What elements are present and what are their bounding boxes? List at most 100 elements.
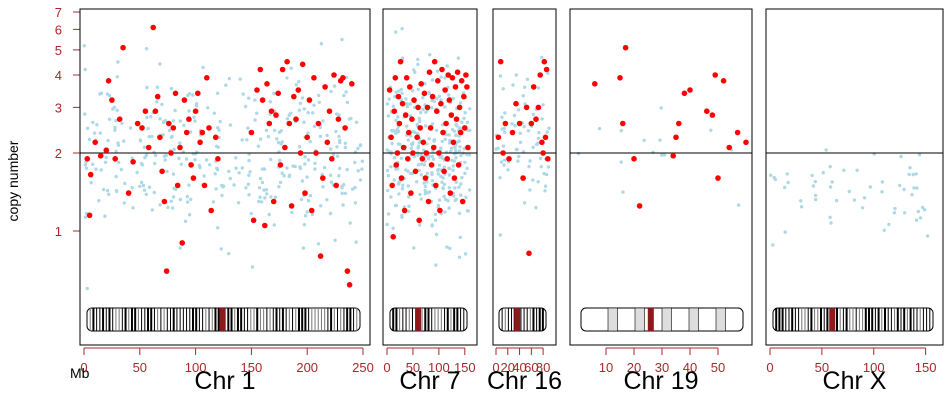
data-point-light — [516, 108, 521, 112]
data-point-light — [249, 211, 253, 216]
data-point-light — [771, 243, 775, 247]
data-point-light — [265, 192, 269, 196]
data-point-light — [257, 199, 261, 204]
data-point-light — [443, 210, 447, 214]
data-point-light — [466, 209, 470, 213]
data-point-light — [191, 93, 195, 97]
chromosome-ideogram — [498, 307, 547, 332]
data-point-light — [540, 55, 544, 60]
data-point-light — [401, 183, 405, 187]
data-point-highlight — [436, 150, 442, 156]
data-point-light — [545, 130, 549, 134]
data-point-light — [821, 170, 825, 175]
data-point-light — [289, 66, 293, 70]
data-point-highlight — [170, 125, 177, 131]
data-point-highlight — [709, 112, 716, 118]
data-point-light — [208, 163, 212, 167]
data-point-light — [103, 214, 107, 218]
data-point-light — [150, 134, 154, 139]
data-point-light — [461, 91, 466, 95]
data-point-light — [275, 137, 279, 141]
data-point-light — [318, 134, 323, 139]
data-point-light — [393, 156, 397, 160]
data-point-light — [282, 174, 286, 178]
data-point-light — [880, 180, 885, 184]
data-point-highlight — [520, 175, 526, 181]
data-point-light — [188, 130, 193, 134]
data-point-light — [539, 165, 543, 169]
data-point-light — [212, 111, 216, 115]
data-point-light — [506, 168, 510, 172]
data-point-light — [428, 53, 432, 57]
x-tick-label: 250 — [352, 360, 374, 375]
data-point-light — [82, 44, 86, 48]
data-point-light — [337, 113, 341, 117]
data-point-light — [736, 203, 741, 207]
data-point-light — [321, 185, 325, 189]
data-point-light — [442, 182, 447, 187]
data-point-highlight — [431, 58, 438, 65]
data-point-light — [247, 96, 251, 100]
data-point-highlight — [396, 120, 403, 127]
data-point-light — [440, 139, 444, 144]
data-point-light — [153, 161, 157, 166]
data-point-light — [425, 180, 429, 184]
data-point-highlight — [277, 162, 284, 168]
data-point-light — [215, 91, 220, 96]
data-point-highlight — [208, 207, 214, 214]
data-point-highlight — [410, 150, 416, 156]
data-point-light — [430, 98, 434, 103]
data-point-highlight — [673, 134, 679, 141]
x-tick-label: 50 — [711, 360, 725, 375]
data-point-light — [386, 174, 391, 178]
data-point-light — [422, 181, 426, 185]
data-point-highlight — [462, 125, 468, 131]
data-point-light — [302, 120, 306, 124]
data-point-light — [405, 124, 409, 128]
data-point-highlight — [92, 139, 98, 146]
data-point-light — [356, 169, 360, 173]
x-tick-label: 0 — [383, 360, 390, 375]
data-point-light — [353, 201, 358, 205]
data-point-light — [397, 180, 401, 184]
data-point-highlight — [389, 182, 396, 189]
data-point-light — [907, 172, 911, 177]
labels: copy number Mb — [5, 140, 90, 381]
data-point-light — [415, 131, 420, 136]
data-point-light — [272, 223, 276, 227]
data-point-light — [459, 193, 463, 197]
data-point-light — [408, 171, 413, 176]
data-point-light — [83, 112, 87, 116]
data-point-light — [300, 96, 305, 100]
data-point-highlight — [439, 66, 445, 73]
data-point-highlight — [268, 108, 275, 114]
data-point-light — [204, 158, 209, 162]
data-point-light — [514, 147, 519, 152]
data-point-highlight — [423, 150, 430, 156]
data-point-light — [847, 189, 851, 194]
data-point-light — [257, 186, 262, 190]
data-point-light — [268, 100, 272, 104]
data-point-light — [391, 226, 395, 230]
data-point-light — [158, 62, 162, 66]
data-point-light — [462, 116, 466, 121]
data-point-light — [172, 186, 176, 190]
data-point-light — [434, 263, 438, 267]
data-point-light — [517, 154, 521, 159]
data-point-light — [405, 105, 409, 109]
data-point-light — [454, 197, 458, 201]
data-point-light — [99, 168, 103, 172]
data-point-light — [824, 148, 828, 152]
data-point-light — [409, 146, 414, 151]
data-point-light — [145, 85, 149, 90]
data-point-light — [142, 188, 147, 192]
data-point-light — [400, 213, 404, 218]
data-point-highlight — [181, 97, 188, 103]
data-point-light — [395, 127, 399, 131]
ideogram-centromere — [415, 308, 422, 331]
data-point-light — [386, 114, 391, 118]
data-point-light — [811, 184, 816, 188]
ideogram-band — [661, 307, 672, 332]
data-point-light — [538, 156, 543, 161]
data-point-light — [501, 144, 506, 148]
